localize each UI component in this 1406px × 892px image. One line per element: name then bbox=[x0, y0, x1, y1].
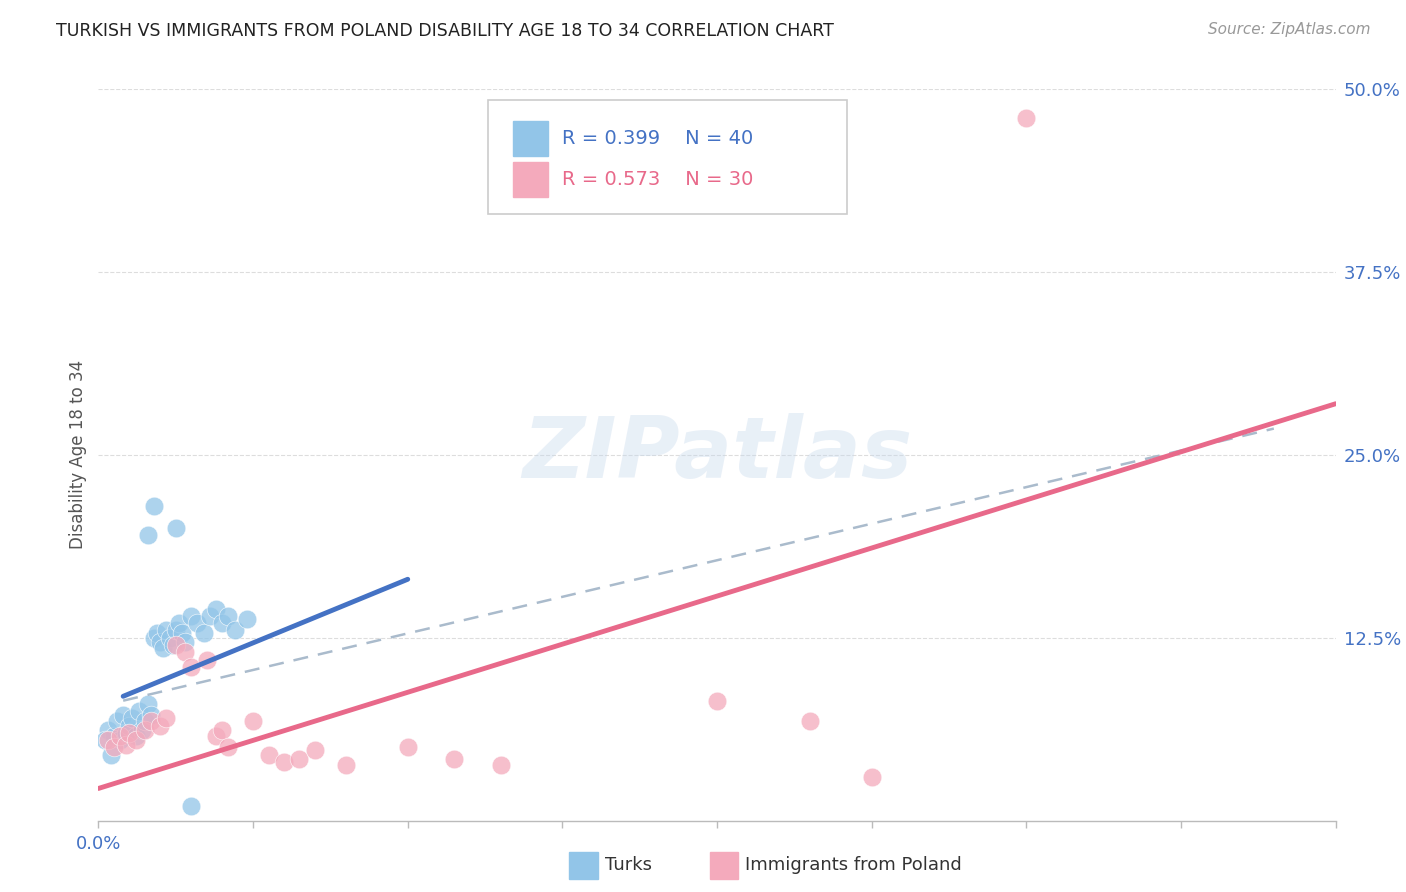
Point bbox=[211, 616, 233, 631]
Text: Immigrants from Poland: Immigrants from Poland bbox=[745, 856, 962, 874]
Point bbox=[335, 758, 357, 772]
Point bbox=[97, 733, 120, 747]
Point bbox=[236, 612, 259, 626]
Point bbox=[100, 747, 122, 762]
Point bbox=[489, 758, 512, 772]
Point bbox=[124, 729, 146, 743]
Bar bbox=[513, 162, 547, 197]
Point bbox=[167, 616, 190, 631]
Point bbox=[143, 499, 166, 513]
Point bbox=[134, 723, 156, 737]
Point bbox=[165, 624, 187, 638]
Point bbox=[93, 733, 115, 747]
Point bbox=[115, 726, 138, 740]
Text: ZIPatlas: ZIPatlas bbox=[522, 413, 912, 497]
Point bbox=[165, 638, 187, 652]
Point bbox=[257, 747, 280, 762]
Point bbox=[131, 723, 153, 737]
Point bbox=[273, 755, 295, 769]
Point bbox=[139, 714, 162, 728]
Point bbox=[217, 608, 239, 623]
Point bbox=[198, 608, 221, 623]
Point bbox=[180, 799, 202, 814]
FancyBboxPatch shape bbox=[488, 100, 846, 213]
Point bbox=[152, 640, 174, 655]
Point bbox=[134, 714, 156, 728]
Text: Source: ZipAtlas.com: Source: ZipAtlas.com bbox=[1208, 22, 1371, 37]
Point bbox=[155, 711, 177, 725]
Point bbox=[103, 740, 125, 755]
Point bbox=[121, 711, 143, 725]
Point bbox=[205, 729, 228, 743]
Y-axis label: Disability Age 18 to 34: Disability Age 18 to 34 bbox=[69, 360, 87, 549]
Point bbox=[193, 626, 215, 640]
Point bbox=[860, 770, 883, 784]
Point bbox=[108, 733, 131, 747]
Point bbox=[108, 729, 131, 743]
Point bbox=[174, 645, 197, 659]
Point bbox=[146, 626, 169, 640]
Point bbox=[799, 714, 821, 728]
Point bbox=[443, 752, 465, 766]
Point bbox=[195, 653, 218, 667]
Text: Turks: Turks bbox=[605, 856, 651, 874]
Point bbox=[136, 528, 159, 542]
Point bbox=[1015, 112, 1038, 126]
Point bbox=[115, 738, 138, 752]
Point bbox=[205, 601, 228, 615]
Point bbox=[103, 729, 125, 743]
Point bbox=[124, 733, 146, 747]
Point bbox=[155, 624, 177, 638]
Point bbox=[159, 631, 181, 645]
Point bbox=[396, 740, 419, 755]
Point bbox=[112, 708, 135, 723]
Point bbox=[97, 723, 120, 737]
Point bbox=[143, 631, 166, 645]
Point bbox=[170, 626, 193, 640]
Point bbox=[149, 635, 172, 649]
Point bbox=[288, 752, 311, 766]
Text: R = 0.399    N = 40: R = 0.399 N = 40 bbox=[562, 129, 754, 148]
Point bbox=[165, 521, 187, 535]
Point bbox=[304, 743, 326, 757]
Bar bbox=[513, 121, 547, 156]
Point bbox=[186, 616, 208, 631]
Point bbox=[139, 708, 162, 723]
Point bbox=[174, 635, 197, 649]
Point bbox=[128, 704, 150, 718]
Point bbox=[105, 714, 128, 728]
Point bbox=[224, 624, 246, 638]
Point bbox=[180, 608, 202, 623]
Point bbox=[149, 718, 172, 732]
Point bbox=[136, 697, 159, 711]
Text: TURKISH VS IMMIGRANTS FROM POLAND DISABILITY AGE 18 TO 34 CORRELATION CHART: TURKISH VS IMMIGRANTS FROM POLAND DISABI… bbox=[56, 22, 834, 40]
Point bbox=[118, 726, 141, 740]
Point bbox=[217, 740, 239, 755]
Point bbox=[118, 718, 141, 732]
Point bbox=[162, 638, 184, 652]
Point bbox=[180, 660, 202, 674]
Point bbox=[211, 723, 233, 737]
Point bbox=[242, 714, 264, 728]
Text: R = 0.573    N = 30: R = 0.573 N = 30 bbox=[562, 170, 754, 189]
Point bbox=[706, 694, 728, 708]
